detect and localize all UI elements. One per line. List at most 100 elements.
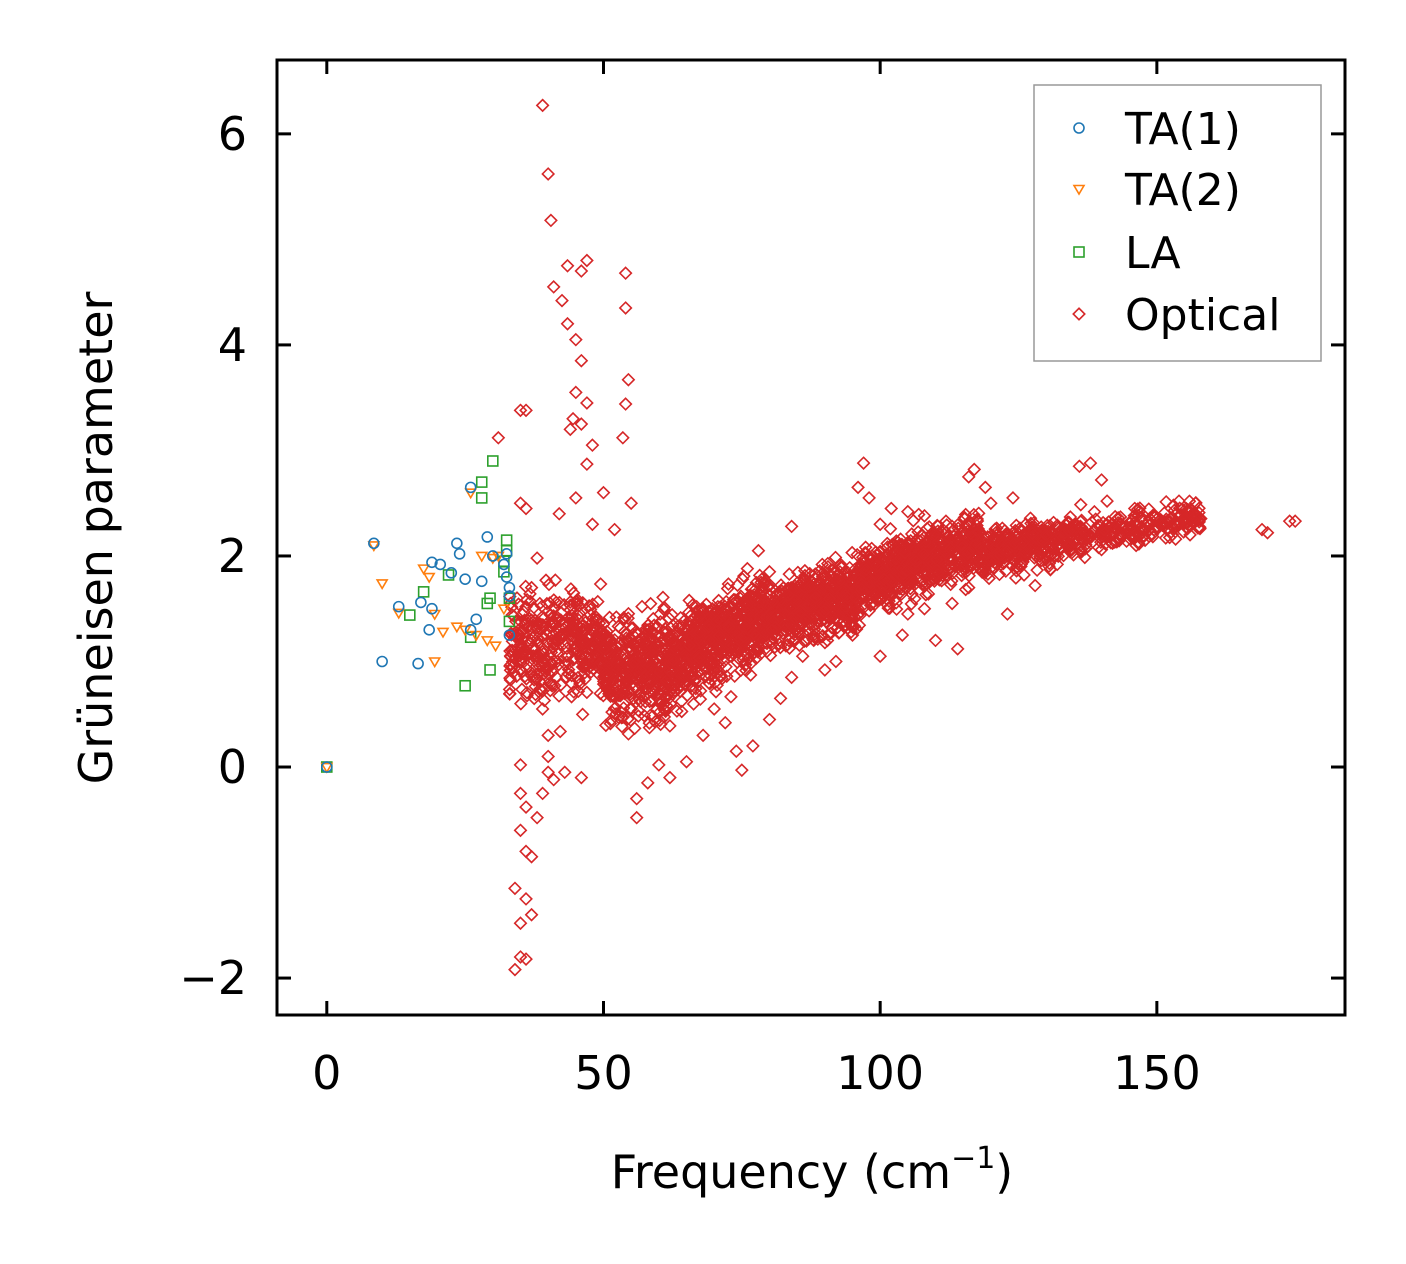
optical-point xyxy=(943,577,958,592)
optical-point xyxy=(580,457,594,472)
optical-point xyxy=(1093,527,1108,542)
optical-point xyxy=(743,611,758,626)
optical-point xyxy=(807,617,822,632)
optical-point xyxy=(694,602,709,617)
optical-point xyxy=(530,620,545,635)
optical-point xyxy=(869,559,884,574)
optical-point xyxy=(502,686,517,701)
optical-point xyxy=(552,689,566,703)
optical-point xyxy=(801,599,815,613)
optical-point xyxy=(723,649,737,664)
y-tick-label: −2 xyxy=(179,951,247,1005)
ta-2-point xyxy=(489,641,502,653)
ta-1-point xyxy=(500,571,513,583)
optical-point xyxy=(1056,548,1071,563)
optical-point xyxy=(865,549,879,563)
optical-point xyxy=(1050,518,1065,533)
ta-1-point xyxy=(475,575,488,588)
optical-point xyxy=(702,633,716,648)
optical-point xyxy=(713,613,728,628)
optical-point xyxy=(774,578,788,592)
optical-point xyxy=(637,652,651,667)
ta-2-point xyxy=(422,572,436,584)
optical-point xyxy=(566,411,580,426)
optical-point xyxy=(605,705,619,720)
ta-1-point xyxy=(415,596,427,609)
optical-point xyxy=(851,607,866,622)
optical-point xyxy=(907,591,922,606)
ta-1-point xyxy=(453,548,466,560)
optical-point xyxy=(961,580,976,595)
optical-point xyxy=(696,728,710,743)
optical-point xyxy=(640,775,655,790)
optical-point xyxy=(527,669,541,684)
optical-point xyxy=(665,618,680,633)
ta-1-point xyxy=(487,550,499,562)
optical-point xyxy=(1122,531,1137,546)
optical-point xyxy=(961,469,976,484)
optical-point xyxy=(539,627,553,642)
optical-point xyxy=(690,613,705,628)
ta-1-point xyxy=(426,556,438,569)
optical-point xyxy=(638,694,653,709)
optical-point xyxy=(763,578,777,593)
optical-point xyxy=(751,644,766,658)
optical-point xyxy=(530,667,544,682)
optical-point xyxy=(956,524,971,539)
optical-point xyxy=(702,667,717,682)
optical-point xyxy=(527,691,542,706)
optical-point xyxy=(748,628,763,643)
optical-point xyxy=(656,590,670,605)
optical-point xyxy=(657,686,672,700)
optical-point xyxy=(943,552,958,567)
optical-point xyxy=(513,786,528,801)
optical-point xyxy=(877,572,891,587)
optical-point xyxy=(674,668,689,683)
optical-point xyxy=(596,674,611,689)
optical-point xyxy=(535,684,550,698)
optical-point xyxy=(615,665,630,680)
optical-point xyxy=(642,694,657,709)
optical-point xyxy=(775,626,790,641)
optical-point xyxy=(718,631,733,646)
optical-point xyxy=(895,628,910,642)
optical-point xyxy=(974,564,989,579)
optical-point xyxy=(519,800,533,814)
ta-1-point xyxy=(503,629,516,641)
x-tick-label: 100 xyxy=(836,1046,924,1100)
optical-point xyxy=(721,618,736,633)
optical-point xyxy=(783,601,798,616)
optical-point xyxy=(904,597,919,611)
optical-point xyxy=(638,630,653,645)
optical-point xyxy=(893,551,908,566)
optical-point xyxy=(549,636,563,651)
optical-point xyxy=(1078,532,1093,547)
optical-point xyxy=(535,610,549,624)
optical-point xyxy=(1061,515,1076,530)
optical-point xyxy=(797,580,812,595)
optical-point xyxy=(544,213,558,228)
optical-point xyxy=(1084,515,1099,530)
optical-point xyxy=(803,617,818,632)
optical-point xyxy=(563,629,578,643)
optical-point xyxy=(1149,512,1164,526)
ta-1-point xyxy=(500,548,513,560)
ta-1-point xyxy=(434,558,447,571)
optical-point xyxy=(513,696,528,711)
optical-point xyxy=(596,642,611,657)
optical-point xyxy=(957,559,972,574)
optical-point xyxy=(596,661,611,676)
optical-point xyxy=(882,572,897,587)
optical-point xyxy=(788,633,803,648)
optical-point xyxy=(820,573,834,588)
optical-point xyxy=(911,507,926,522)
ta-1-point xyxy=(503,590,516,602)
ta-1-point xyxy=(321,761,333,773)
optical-point xyxy=(1282,514,1297,529)
optical-point xyxy=(1014,557,1029,572)
optical-point xyxy=(958,582,973,597)
optical-point xyxy=(518,617,533,632)
optical-point xyxy=(845,600,860,614)
optical-point xyxy=(623,701,638,716)
optical-point xyxy=(837,614,851,629)
